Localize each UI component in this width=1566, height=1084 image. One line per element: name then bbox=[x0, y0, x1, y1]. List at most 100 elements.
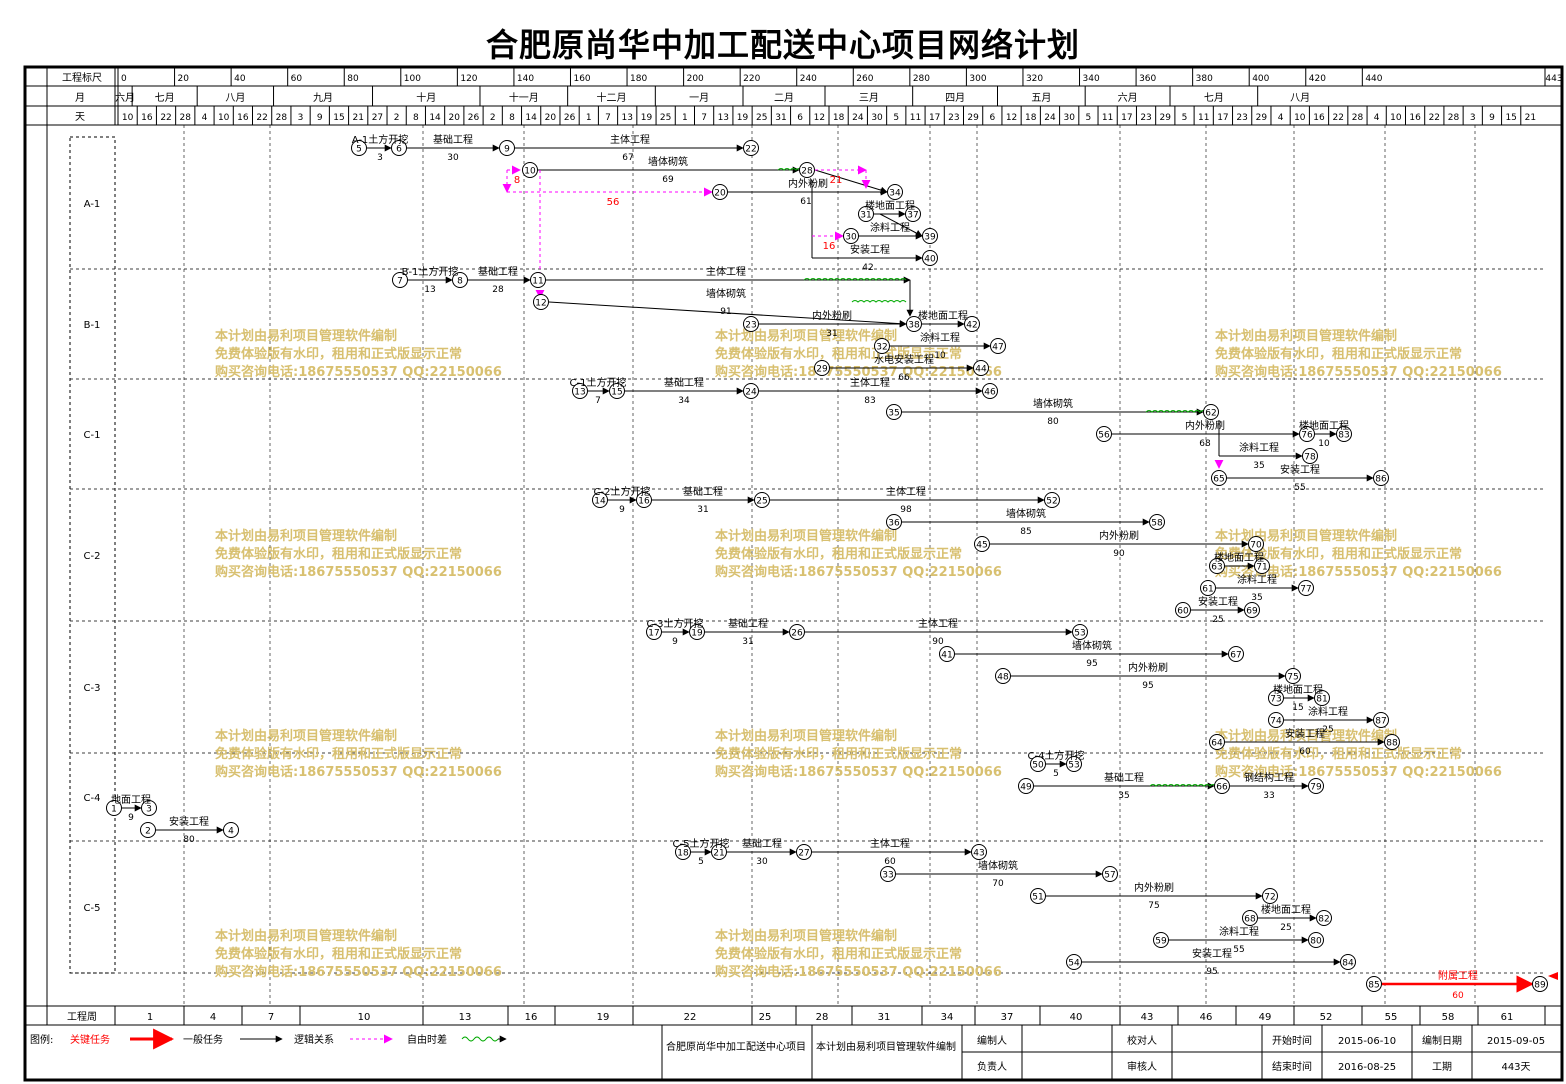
event-node-circle bbox=[646, 624, 662, 640]
event-node-circle bbox=[906, 316, 922, 332]
event-node-circle bbox=[990, 338, 1006, 354]
task-name: 基础工程 bbox=[478, 265, 518, 278]
day-label: 28 bbox=[1352, 113, 1364, 123]
scale-tick-label: 340 bbox=[1083, 74, 1100, 84]
event-node-number: 70 bbox=[1250, 541, 1262, 551]
event-node-circle bbox=[1214, 778, 1230, 794]
event-node-circle bbox=[1254, 558, 1270, 574]
group-label: C-2 bbox=[84, 551, 101, 562]
event-node-number: 83 bbox=[1338, 431, 1349, 441]
week-label: 7 bbox=[268, 1012, 274, 1023]
month-label: 七月 bbox=[1204, 92, 1224, 104]
event-node-number: 53 bbox=[1068, 761, 1079, 771]
task-duration: 70 bbox=[992, 879, 1004, 889]
event-node-number: 47 bbox=[992, 343, 1003, 353]
event-node-number: 66 bbox=[1216, 783, 1228, 793]
day-label: 28 bbox=[1448, 113, 1460, 123]
watermark-line: 本计划由易利项目管理软件编制 bbox=[715, 728, 897, 744]
event-node-circle bbox=[689, 624, 705, 640]
event-node-circle bbox=[886, 404, 902, 420]
event-node-number: 23 bbox=[745, 321, 756, 331]
task-name: 楼地面工程 bbox=[1273, 683, 1323, 696]
event-node-number: 44 bbox=[975, 365, 987, 375]
event-node-circle bbox=[452, 272, 468, 288]
group-column bbox=[69, 136, 116, 974]
event-node-circle bbox=[1308, 778, 1324, 794]
scale-tick-label: 140 bbox=[517, 74, 534, 84]
event-node-number: 49 bbox=[1020, 783, 1032, 793]
day-label: 24 bbox=[1044, 113, 1056, 123]
scale-tick-label: 280 bbox=[913, 74, 930, 84]
event-node-number: 56 bbox=[1098, 431, 1110, 441]
month-label: 四月 bbox=[945, 92, 965, 104]
event-node-number: 17 bbox=[648, 629, 659, 639]
watermark-line: 本计划由易利项目管理软件编制 bbox=[715, 328, 897, 344]
event-node-circle bbox=[1373, 712, 1389, 728]
task-name: 地面工程 bbox=[111, 793, 151, 806]
task-name: 主体工程 bbox=[706, 266, 746, 278]
event-node-circle bbox=[887, 184, 903, 200]
event-node-number: 65 bbox=[1213, 475, 1224, 485]
week-label: 49 bbox=[1259, 1012, 1272, 1023]
event-node-circle bbox=[799, 162, 815, 178]
task-name: 安装工程 bbox=[1198, 595, 1238, 608]
event-node-circle bbox=[1302, 448, 1318, 464]
task-duration: 34 bbox=[678, 396, 690, 406]
task-name: 墙体砌筑 bbox=[706, 287, 746, 300]
day-label: 13 bbox=[718, 113, 729, 123]
event-node-number: 21 bbox=[713, 849, 724, 859]
task-name: 楼地面工程 bbox=[918, 309, 968, 322]
task-duration: 60 bbox=[884, 857, 896, 867]
week-label: 37 bbox=[1001, 1012, 1014, 1023]
legend-normal: 一般任务 bbox=[183, 1033, 223, 1046]
day-label: 5 bbox=[1182, 113, 1188, 123]
day-label: 29 bbox=[1256, 113, 1268, 123]
day-label: 28 bbox=[180, 113, 192, 123]
month-label: 月 bbox=[75, 92, 85, 104]
event-node-number: 6 bbox=[396, 145, 402, 155]
day-label: 16 bbox=[141, 113, 153, 123]
day-label: 10 bbox=[1294, 113, 1306, 123]
group-labels: A-1 B-1 C-1 C-2 C-3 C-4 C-5 bbox=[70, 199, 1545, 974]
task-duration: 95 bbox=[1086, 659, 1097, 669]
footer-date-label: 编制日期 bbox=[1422, 1034, 1462, 1047]
event-node-circle bbox=[1384, 734, 1400, 750]
task-name: 基础工程 bbox=[728, 617, 768, 630]
watermark-line: 本计划由易利项目管理软件编制 bbox=[215, 928, 397, 944]
header-grid bbox=[26, 68, 1561, 1026]
event-node-circle bbox=[1211, 470, 1227, 486]
task-duration: 28 bbox=[492, 285, 504, 295]
event-node-circle bbox=[592, 492, 608, 508]
event-node-circle bbox=[743, 383, 759, 399]
event-node-number: 67 bbox=[1230, 651, 1241, 661]
day-label: 3 bbox=[1470, 113, 1476, 123]
event-node-number: 12 bbox=[535, 299, 546, 309]
watermark-line: 本计划由易利项目管理软件编制 bbox=[715, 528, 897, 544]
day-label: 16 bbox=[1409, 113, 1421, 123]
day-label: 31 bbox=[775, 113, 786, 123]
task-duration: 68 bbox=[1199, 439, 1211, 449]
event-node-circle bbox=[391, 140, 407, 156]
event-node-circle bbox=[1299, 426, 1315, 442]
group-label: B-1 bbox=[84, 320, 101, 331]
event-node-circle bbox=[533, 294, 549, 310]
task-duration: 60 bbox=[1452, 991, 1464, 1001]
event-node-circle bbox=[1044, 492, 1060, 508]
watermark-line: 购买咨询电话:18675550537 QQ:22150066 bbox=[715, 564, 1002, 580]
week-label: 46 bbox=[1200, 1012, 1213, 1023]
event-node-circle bbox=[1285, 668, 1301, 684]
event-node-number: 14 bbox=[594, 497, 606, 507]
scale-tick-label: 440 bbox=[1365, 74, 1382, 84]
watermark-line: 购买咨询电话:18675550537 QQ:22150066 bbox=[715, 964, 1002, 980]
event-node-circle bbox=[1316, 910, 1332, 926]
day-label: 11 bbox=[1102, 113, 1113, 123]
event-node-number: 43 bbox=[973, 849, 984, 859]
scale-tick-label: 100 bbox=[404, 74, 421, 84]
task-duration: 98 bbox=[900, 505, 912, 515]
event-node-circle bbox=[973, 360, 989, 376]
task-duration: 95 bbox=[1142, 681, 1153, 691]
group-label: C-4 bbox=[84, 793, 101, 804]
task-duration: 9 bbox=[128, 813, 134, 823]
watermark-line: 本计划由易利项目管理软件编制 bbox=[1215, 728, 1397, 744]
month-label: 八月 bbox=[1290, 92, 1310, 104]
